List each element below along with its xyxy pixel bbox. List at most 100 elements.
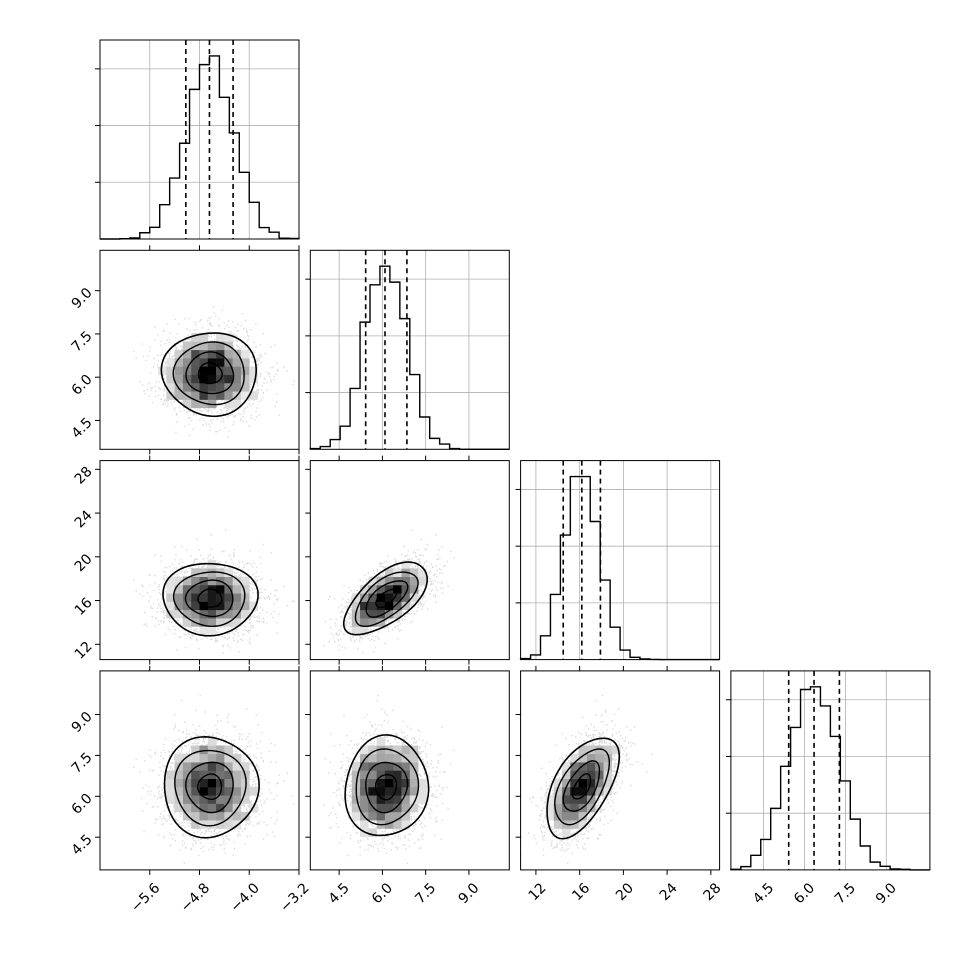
density-cell (224, 786, 233, 796)
density-cell (376, 795, 386, 804)
density-cell (553, 795, 563, 804)
contour-line (185, 761, 234, 814)
panel-frame (730, 670, 931, 871)
density-cell (393, 820, 402, 829)
contour-line (554, 748, 610, 826)
density-cell (199, 795, 209, 804)
density-cell (182, 803, 192, 813)
density-cell (199, 778, 209, 788)
contour-line (197, 773, 223, 800)
density-cell (216, 366, 225, 375)
density-cell (360, 609, 369, 619)
density-cell (586, 795, 596, 804)
density-cell (249, 374, 258, 384)
density-cell (409, 795, 419, 804)
density-cell (368, 609, 377, 619)
density-cell (376, 584, 386, 594)
density-cell (240, 762, 250, 771)
density-cell (224, 762, 233, 771)
density-cell (191, 770, 200, 779)
scatter-panel-4-3 (515, 665, 721, 875)
density-cell (182, 584, 192, 594)
density-cell (240, 601, 250, 611)
density-cell (224, 745, 233, 755)
contour-line (374, 773, 398, 801)
density-cell (409, 762, 419, 771)
density-cell (562, 811, 571, 821)
density-cell (393, 753, 402, 763)
density-cell (401, 762, 411, 771)
density-cell (232, 795, 242, 804)
density-cell (191, 762, 200, 771)
density-cell (216, 753, 225, 763)
contour-line (375, 588, 398, 609)
y-tick-label: 24 (72, 507, 96, 531)
density-cell (166, 593, 175, 602)
density-cell (182, 341, 192, 351)
density-cell (191, 391, 200, 400)
density-cell (199, 341, 209, 351)
density-cell (240, 795, 250, 804)
density-cell (401, 803, 411, 813)
contour-line (571, 772, 592, 800)
density-cell (224, 601, 233, 611)
density-cell (570, 811, 579, 821)
density-cell (174, 358, 184, 367)
density-cell (384, 584, 394, 594)
density-cell (191, 601, 200, 611)
density-cell (166, 382, 175, 392)
density-cell (199, 811, 209, 821)
y-tick-label: 4.5 (69, 415, 96, 442)
scatter-panel-4-1 (95, 665, 300, 875)
density-cell (232, 811, 242, 821)
density-cell (360, 778, 369, 788)
density-cell (240, 576, 250, 586)
density-cell (182, 399, 192, 409)
density-cell (182, 778, 192, 788)
density-cell (586, 753, 596, 763)
density-cell (191, 811, 200, 821)
y-tick-label: 4.5 (69, 832, 96, 859)
x-tick-label: 7.5 (832, 880, 859, 907)
density-cell (199, 349, 209, 359)
density-cell (393, 584, 402, 594)
density-cell (224, 609, 233, 619)
density-cell (376, 778, 386, 788)
density-cell (586, 770, 596, 779)
density-cell (224, 391, 233, 400)
density-cell (207, 803, 217, 813)
x-tick-label: 9.0 (455, 880, 482, 907)
density-cell (232, 778, 242, 788)
panel-content (520, 694, 653, 864)
density-cell (199, 382, 209, 392)
density-cell (191, 366, 200, 375)
density-cell (166, 786, 175, 796)
density-cell (384, 753, 394, 763)
density-cell (401, 745, 411, 755)
contour-line (546, 737, 621, 840)
density-cell (360, 820, 369, 829)
contour-line (185, 351, 235, 395)
density-cell (401, 778, 411, 788)
density-cell (174, 593, 184, 602)
density-cell (191, 349, 200, 359)
density-cell (351, 626, 361, 636)
density-cell (249, 786, 258, 796)
density-cell (603, 745, 613, 755)
density-cell (578, 745, 588, 755)
density-cell (166, 374, 175, 384)
density-cell (224, 753, 233, 763)
density-cell (182, 762, 192, 771)
density-cell (174, 786, 184, 796)
density-cell (216, 358, 225, 367)
panel-frame (309, 670, 510, 871)
density-cell (393, 609, 402, 619)
density-cell (578, 753, 588, 763)
density-cell (182, 349, 192, 359)
x-tick-label: −4.0 (228, 880, 263, 915)
density-cell (174, 366, 184, 375)
density-cell (249, 391, 258, 400)
density-cell (376, 762, 386, 771)
panel-content (133, 694, 295, 864)
density-cell (360, 762, 369, 771)
